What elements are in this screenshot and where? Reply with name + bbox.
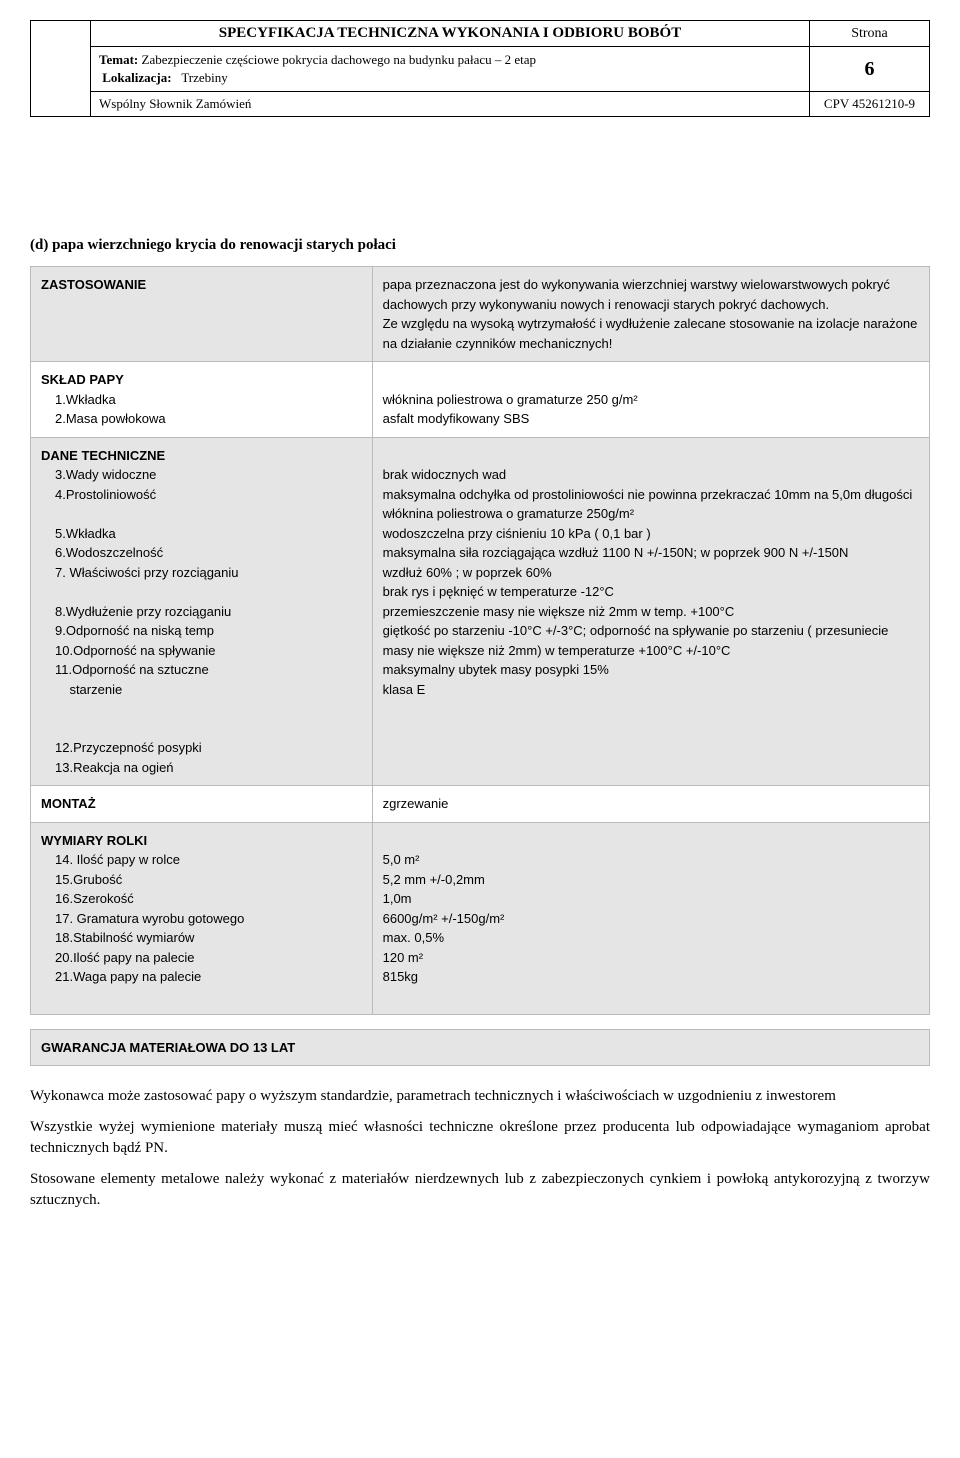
dane-item-3-value: brak widocznych wad bbox=[383, 465, 919, 485]
wymiary-item-18-value: max. 0,5% bbox=[383, 928, 919, 948]
header-blank-left bbox=[31, 21, 91, 47]
header-blank-left3 bbox=[31, 92, 91, 117]
dane-item-6-name: 6.Wodoszczelność bbox=[55, 543, 362, 563]
row-montaz: MONTAŻ zgrzewanie bbox=[31, 786, 930, 823]
zastosowanie-text: papa przeznaczona jest do wykonywania wi… bbox=[383, 277, 918, 351]
dane-item-8-name: 8.Wydłużenie przy rozciąganiu bbox=[55, 602, 362, 622]
dane-item-8-value: wzdłuż 60% ; w poprzek 60% bbox=[383, 563, 919, 583]
sklad-item-2-value: asfalt modyfikowany SBS bbox=[383, 409, 919, 429]
dane-item-12-name: 12.Przyczepność posypki bbox=[55, 738, 362, 758]
dane-item-10-value: przemieszczenie masy nie większe niż 2mm… bbox=[383, 602, 919, 622]
sklad-item-1-name: 1.Wkładka bbox=[55, 390, 362, 410]
header-title: SPECYFIKACJA TECHNICZNA WYKONANIA I ODBI… bbox=[219, 25, 681, 41]
paragraph-1: Wykonawca może zastosować papy o wyższym… bbox=[30, 1086, 930, 1107]
wymiary-item-20-value: 120 m² bbox=[383, 948, 919, 968]
sklad-label: SKŁAD PAPY bbox=[41, 370, 362, 390]
row-zastosowanie: ZASTOSOWANIE papa przeznaczona jest do w… bbox=[31, 267, 930, 362]
sklad-item-2-name: 2.Masa powłokowa bbox=[55, 409, 362, 429]
wymiary-item-16-name: 16.Szerokość bbox=[55, 889, 362, 909]
dane-item-4-value: maksymalna odchyłka od prostoliniowości … bbox=[383, 485, 919, 505]
dane-item-9-value: brak rys i pęknięć w temperaturze -12°C bbox=[383, 582, 919, 602]
gwarancja-cell: GWARANCJA MATERIAŁOWA DO 13 LAT bbox=[31, 1030, 930, 1066]
header-lokalizacja-value: Trzebiny bbox=[181, 70, 227, 85]
header-slownik-cell: Wspólny Słownik Zamówień bbox=[91, 92, 810, 117]
sklad-label-cell: SKŁAD PAPY 1.Wkładka 2.Masa powłokowa bbox=[31, 362, 373, 438]
gwarancja-table: GWARANCJA MATERIAŁOWA DO 13 LAT bbox=[30, 1029, 930, 1066]
sklad-item-1-value: włóknina poliestrowa o gramaturze 250 g/… bbox=[383, 390, 919, 410]
dane-item-12-value: maksymalny ubytek masy posypki 15% bbox=[383, 660, 919, 680]
dane-item-11-name: 11.Odporność na sztuczne starzenie bbox=[55, 660, 362, 699]
row-sklad: SKŁAD PAPY 1.Wkładka 2.Masa powłokowa wł… bbox=[31, 362, 930, 438]
header-temat-cell: Temat: Zabezpieczenie częściowe pokrycia… bbox=[91, 47, 810, 92]
dane-item-4-name: 4.Prostoliniowość bbox=[55, 485, 362, 505]
dane-item-13-name: 13.Reakcja na ogień bbox=[55, 758, 362, 778]
zastosowanie-label-cell: ZASTOSOWANIE bbox=[31, 267, 373, 362]
header-page-cell: 6 bbox=[810, 47, 930, 92]
wymiary-item-21-value: 815kg bbox=[383, 967, 919, 987]
dane-item-3-name: 3.Wady widoczne bbox=[55, 465, 362, 485]
wymiary-item-14-value: 5,0 m² bbox=[383, 850, 919, 870]
dane-item-5-value: włóknina poliestrowa o gramaturze 250g/m… bbox=[383, 504, 919, 524]
wymiary-item-17-value: 6600g/m² +/-150g/m² bbox=[383, 909, 919, 929]
wymiary-item-14-name: 14. Ilość papy w rolce bbox=[55, 850, 362, 870]
dane-item-6-value: wodoszczelna przy ciśnieniu 10 kPa ( 0,1… bbox=[383, 524, 919, 544]
spec-table: ZASTOSOWANIE papa przeznaczona jest do w… bbox=[30, 266, 930, 1015]
wymiary-label-cell: WYMIARY ROLKI 14. Ilość papy w rolce 15.… bbox=[31, 822, 373, 1015]
row-dane: DANE TECHNICZNE 3.Wady widoczne 4.Prosto… bbox=[31, 437, 930, 786]
header-page-number: 6 bbox=[865, 58, 875, 80]
dane-item-7-name: 7. Właściwości przy rozciąganiu bbox=[55, 563, 362, 583]
dane-item-11-value: giętkość po starzeniu -10°C +/-3°C; odpo… bbox=[383, 621, 919, 660]
header-strona-cell: Strona bbox=[810, 21, 930, 47]
wymiary-item-16-value: 1,0m bbox=[383, 889, 919, 909]
header-temat-value: Zabezpieczenie częściowe pokrycia dachow… bbox=[142, 52, 537, 67]
header-blank-left2 bbox=[31, 47, 91, 92]
montaz-label: MONTAŻ bbox=[41, 796, 96, 811]
header-cpv: CPV 45261210-9 bbox=[824, 96, 915, 111]
header-temat-label: Temat: bbox=[99, 52, 138, 67]
wymiary-item-15-value: 5,2 mm +/-0,2mm bbox=[383, 870, 919, 890]
wymiary-item-20-name: 20.Ilość papy na palecie bbox=[55, 948, 362, 968]
wymiary-item-17-name: 17. Gramatura wyrobu gotowego bbox=[55, 909, 362, 929]
header-table: SPECYFIKACJA TECHNICZNA WYKONANIA I ODBI… bbox=[30, 20, 930, 117]
montaz-value: zgrzewanie bbox=[383, 796, 449, 811]
dane-item-13-value: klasa E bbox=[383, 680, 919, 700]
dane-label: DANE TECHNICZNE bbox=[41, 446, 362, 466]
wymiary-item-21-name: 21.Waga papy na palecie bbox=[55, 967, 362, 987]
wymiary-item-15-name: 15.Grubość bbox=[55, 870, 362, 890]
header-title-cell: SPECYFIKACJA TECHNICZNA WYKONANIA I ODBI… bbox=[91, 21, 810, 47]
row-wymiary: WYMIARY ROLKI 14. Ilość papy w rolce 15.… bbox=[31, 822, 930, 1015]
wymiary-values-cell: 5,0 m² 5,2 mm +/-0,2mm 1,0m 6600g/m² +/-… bbox=[372, 822, 929, 1015]
header-strona-label: Strona bbox=[851, 26, 888, 41]
dane-item-7-value: maksymalna siła rozciągająca wzdłuż 1100… bbox=[383, 543, 919, 563]
wymiary-label: WYMIARY ROLKI bbox=[41, 831, 362, 851]
paragraph-3: Stosowane elementy metalowe należy wykon… bbox=[30, 1169, 930, 1211]
header-lokalizacja-label: Lokalizacja: bbox=[102, 70, 171, 85]
paragraph-2: Wszystkie wyżej wymienione materiały mus… bbox=[30, 1117, 930, 1159]
sklad-values-cell: włóknina poliestrowa o gramaturze 250 g/… bbox=[372, 362, 929, 438]
dane-item-5-name: 5.Wkładka bbox=[55, 524, 362, 544]
header-cpv-cell: CPV 45261210-9 bbox=[810, 92, 930, 117]
dane-values-cell: brak widocznych wad maksymalna odchyłka … bbox=[372, 437, 929, 786]
dane-item-9-name: 9.Odporność na niską temp bbox=[55, 621, 362, 641]
zastosowanie-text-cell: papa przeznaczona jest do wykonywania wi… bbox=[372, 267, 929, 362]
montaz-value-cell: zgrzewanie bbox=[372, 786, 929, 823]
gwarancja-text: GWARANCJA MATERIAŁOWA DO 13 LAT bbox=[41, 1040, 295, 1055]
header-slownik: Wspólny Słownik Zamówień bbox=[99, 96, 251, 111]
section-d-title: (d) papa wierzchniego krycia do renowacj… bbox=[30, 237, 930, 254]
dane-label-cell: DANE TECHNICZNE 3.Wady widoczne 4.Prosto… bbox=[31, 437, 373, 786]
zastosowanie-label: ZASTOSOWANIE bbox=[41, 277, 146, 292]
dane-item-10-name: 10.Odporność na spływanie bbox=[55, 641, 362, 661]
montaz-label-cell: MONTAŻ bbox=[31, 786, 373, 823]
wymiary-item-18-name: 18.Stabilność wymiarów bbox=[55, 928, 362, 948]
